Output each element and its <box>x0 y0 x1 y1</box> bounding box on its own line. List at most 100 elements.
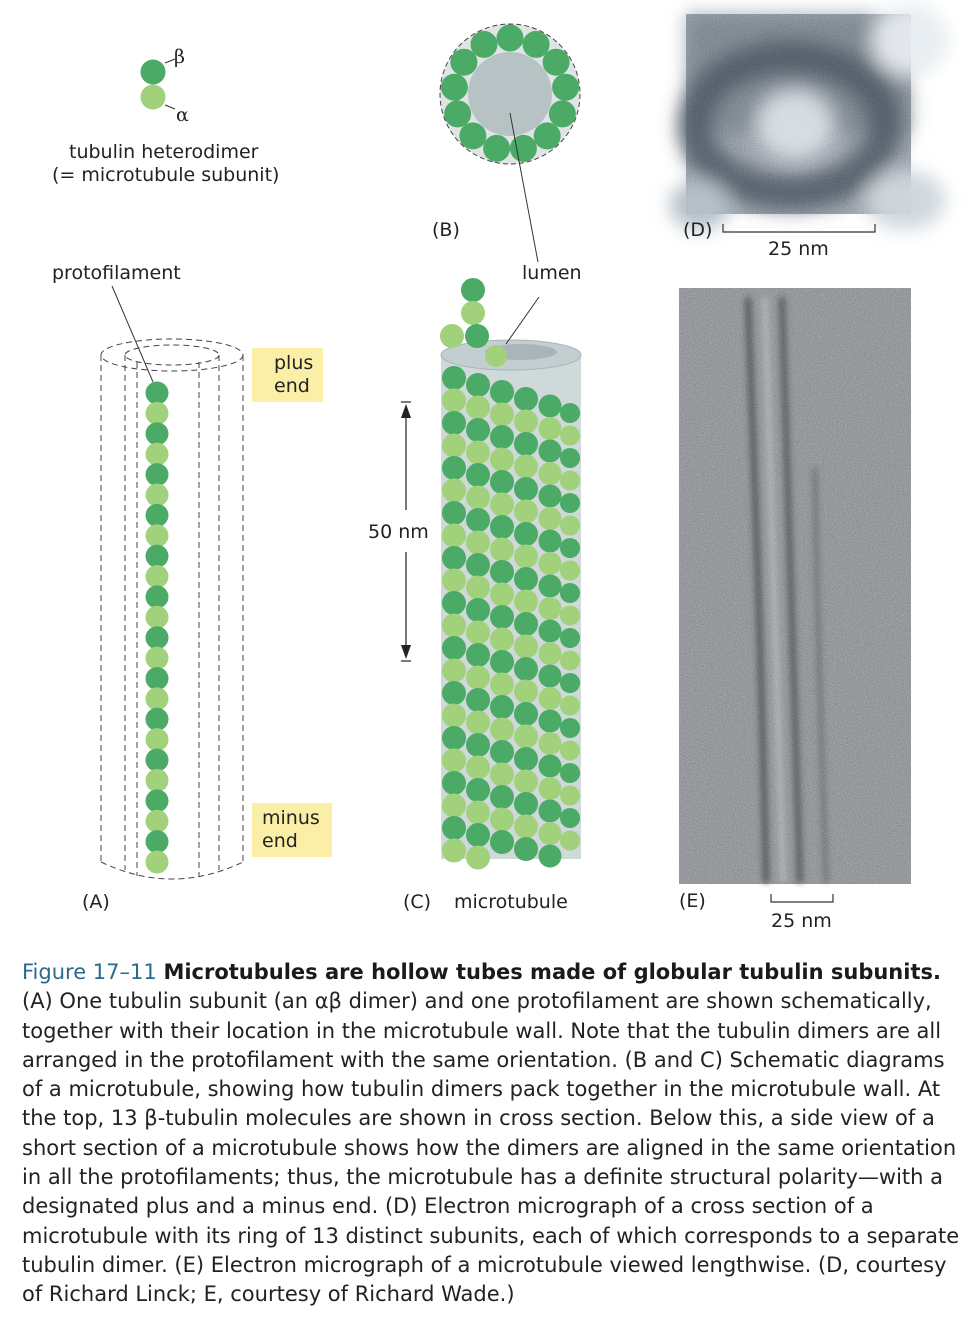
dimer-label-line1: tubulin heterodimer <box>69 141 259 163</box>
beta-tubulin-bead <box>442 366 466 390</box>
alpha-tubulin-bead <box>514 589 538 614</box>
alpha-tubulin-bead <box>145 850 169 874</box>
beta-tubulin-bead <box>145 422 169 446</box>
beta-tubulin-bead <box>466 823 490 847</box>
dimer-label-line2: (= microtubule subunit) <box>52 164 280 186</box>
plus-end-tag: plus end <box>252 348 324 402</box>
microtubule-side-view <box>440 278 582 870</box>
alpha-tubulin-bead <box>490 717 514 742</box>
lumen-pointer <box>509 112 539 263</box>
alpha-tubulin-bead <box>145 728 169 752</box>
beta-tubulin-bead <box>490 515 514 539</box>
alpha-tubulin-bead <box>442 793 466 818</box>
alpha-tubulin-bead <box>514 454 538 479</box>
alpha-tubulin-bead <box>514 634 538 659</box>
beta-tubulin-bead <box>560 628 580 648</box>
beta-tubulin-bead <box>542 48 570 76</box>
beta-tubulin-bead <box>442 546 466 570</box>
alpha-tubulin-bead <box>145 768 169 792</box>
alpha-tubulin-bead <box>490 402 514 427</box>
beta-tubulin-bead <box>466 733 490 757</box>
beta-tubulin-bead <box>514 657 538 681</box>
beta-tubulin-bead <box>145 666 169 690</box>
protofilament-tube-diagram <box>100 338 244 880</box>
beta-tubulin-bead <box>560 493 580 513</box>
alpha-tubulin-bead <box>514 769 538 794</box>
tubulin-dimer-icon <box>140 58 176 110</box>
beta-tubulin-bead <box>560 403 580 423</box>
alpha-tubulin-bead <box>442 748 466 773</box>
beta-tubulin-bead <box>514 792 538 816</box>
alpha-tubulin-bead <box>538 417 562 440</box>
plus-end-line2: end <box>274 375 310 397</box>
beta-tubulin-bead <box>514 567 538 591</box>
alpha-tubulin-bead <box>514 409 538 434</box>
alpha-tubulin-bead <box>466 440 490 465</box>
beta-tubulin-bead <box>466 508 490 532</box>
alpha-tubulin-bead <box>538 642 562 665</box>
beta-tubulin-bead <box>440 73 468 101</box>
panel-e-letter: (E) <box>679 890 706 912</box>
beta-tubulin-bead <box>490 695 514 719</box>
beta-tubulin-bead <box>466 463 490 487</box>
alpha-tubulin-bead <box>560 695 580 716</box>
alpha-tubulin-bead <box>514 499 538 524</box>
alpha-tubulin-bead <box>490 762 514 787</box>
beta-tubulin-bead <box>450 48 478 76</box>
alpha-tubulin-bead <box>490 582 514 607</box>
alpha-tubulin-bead <box>466 845 490 870</box>
beta-tubulin-bead <box>538 574 562 598</box>
beta-tubulin-bead <box>560 673 580 693</box>
beta-tubulin-bead <box>522 30 550 58</box>
minus-end-tag: minus end <box>252 803 332 857</box>
beta-tubulin-bead <box>538 529 562 553</box>
alpha-tubulin-bead <box>145 646 169 670</box>
alpha-tubulin-bead <box>560 560 580 581</box>
beta-tubulin-bead <box>444 100 472 128</box>
lumen-label: lumen <box>522 262 582 284</box>
beta-tubulin-bead <box>459 122 487 150</box>
alpha-label: α <box>176 104 189 126</box>
beta-tubulin-bead <box>442 816 466 840</box>
beta-tubulin-bead <box>466 643 490 667</box>
lumen-pointer-c <box>505 296 540 345</box>
beta-tubulin-bead <box>470 30 498 58</box>
alpha-tubulin-bead <box>442 433 466 458</box>
beta-tubulin-bead <box>442 771 466 795</box>
alpha-tubulin-bead <box>490 447 514 472</box>
beta-tubulin-bead <box>509 134 537 162</box>
beta-tubulin-bead <box>466 598 490 622</box>
alpha-tubulin-bead <box>560 470 580 491</box>
beta-tubulin-bead <box>514 432 538 456</box>
plus-end-line1: plus <box>274 352 314 374</box>
beta-tubulin-bead <box>490 785 514 809</box>
beta-tubulin-bead <box>538 439 562 463</box>
beta-tubulin-bead <box>496 24 524 52</box>
length-arrow-50nm <box>401 401 411 662</box>
minus-end-line2: end <box>262 830 298 852</box>
alpha-tubulin-bead <box>490 672 514 697</box>
alpha-tubulin-bead <box>466 665 490 690</box>
beta-tubulin-bead <box>145 503 169 527</box>
length-label: 50 nm <box>368 521 429 543</box>
alpha-tubulin-bead <box>560 425 580 446</box>
alpha-tubulin-bead <box>461 301 485 325</box>
alpha-tubulin-bead <box>145 401 169 425</box>
alpha-tubulin-bead <box>466 620 490 645</box>
beta-tubulin-bead <box>490 740 514 764</box>
beta-tubulin-bead <box>442 456 466 480</box>
beta-tubulin-bead <box>514 387 538 411</box>
scale-label-d: 25 nm <box>768 238 829 260</box>
minus-end-line1: minus <box>262 807 320 829</box>
beta-tubulin-bead <box>548 100 576 128</box>
beta-tubulin-bead <box>465 324 489 348</box>
alpha-tubulin-bead <box>442 388 466 413</box>
beta-tubulin-bead <box>538 799 562 823</box>
alpha-tubulin-bead <box>538 552 562 575</box>
alpha-tubulin-bead <box>466 575 490 600</box>
microtubule-label: microtubule <box>454 891 568 913</box>
alpha-tubulin-bead <box>466 710 490 735</box>
alpha-tubulin-bead <box>145 483 169 507</box>
beta-tubulin-bead <box>490 650 514 674</box>
alpha-tubulin-bead <box>145 809 169 833</box>
